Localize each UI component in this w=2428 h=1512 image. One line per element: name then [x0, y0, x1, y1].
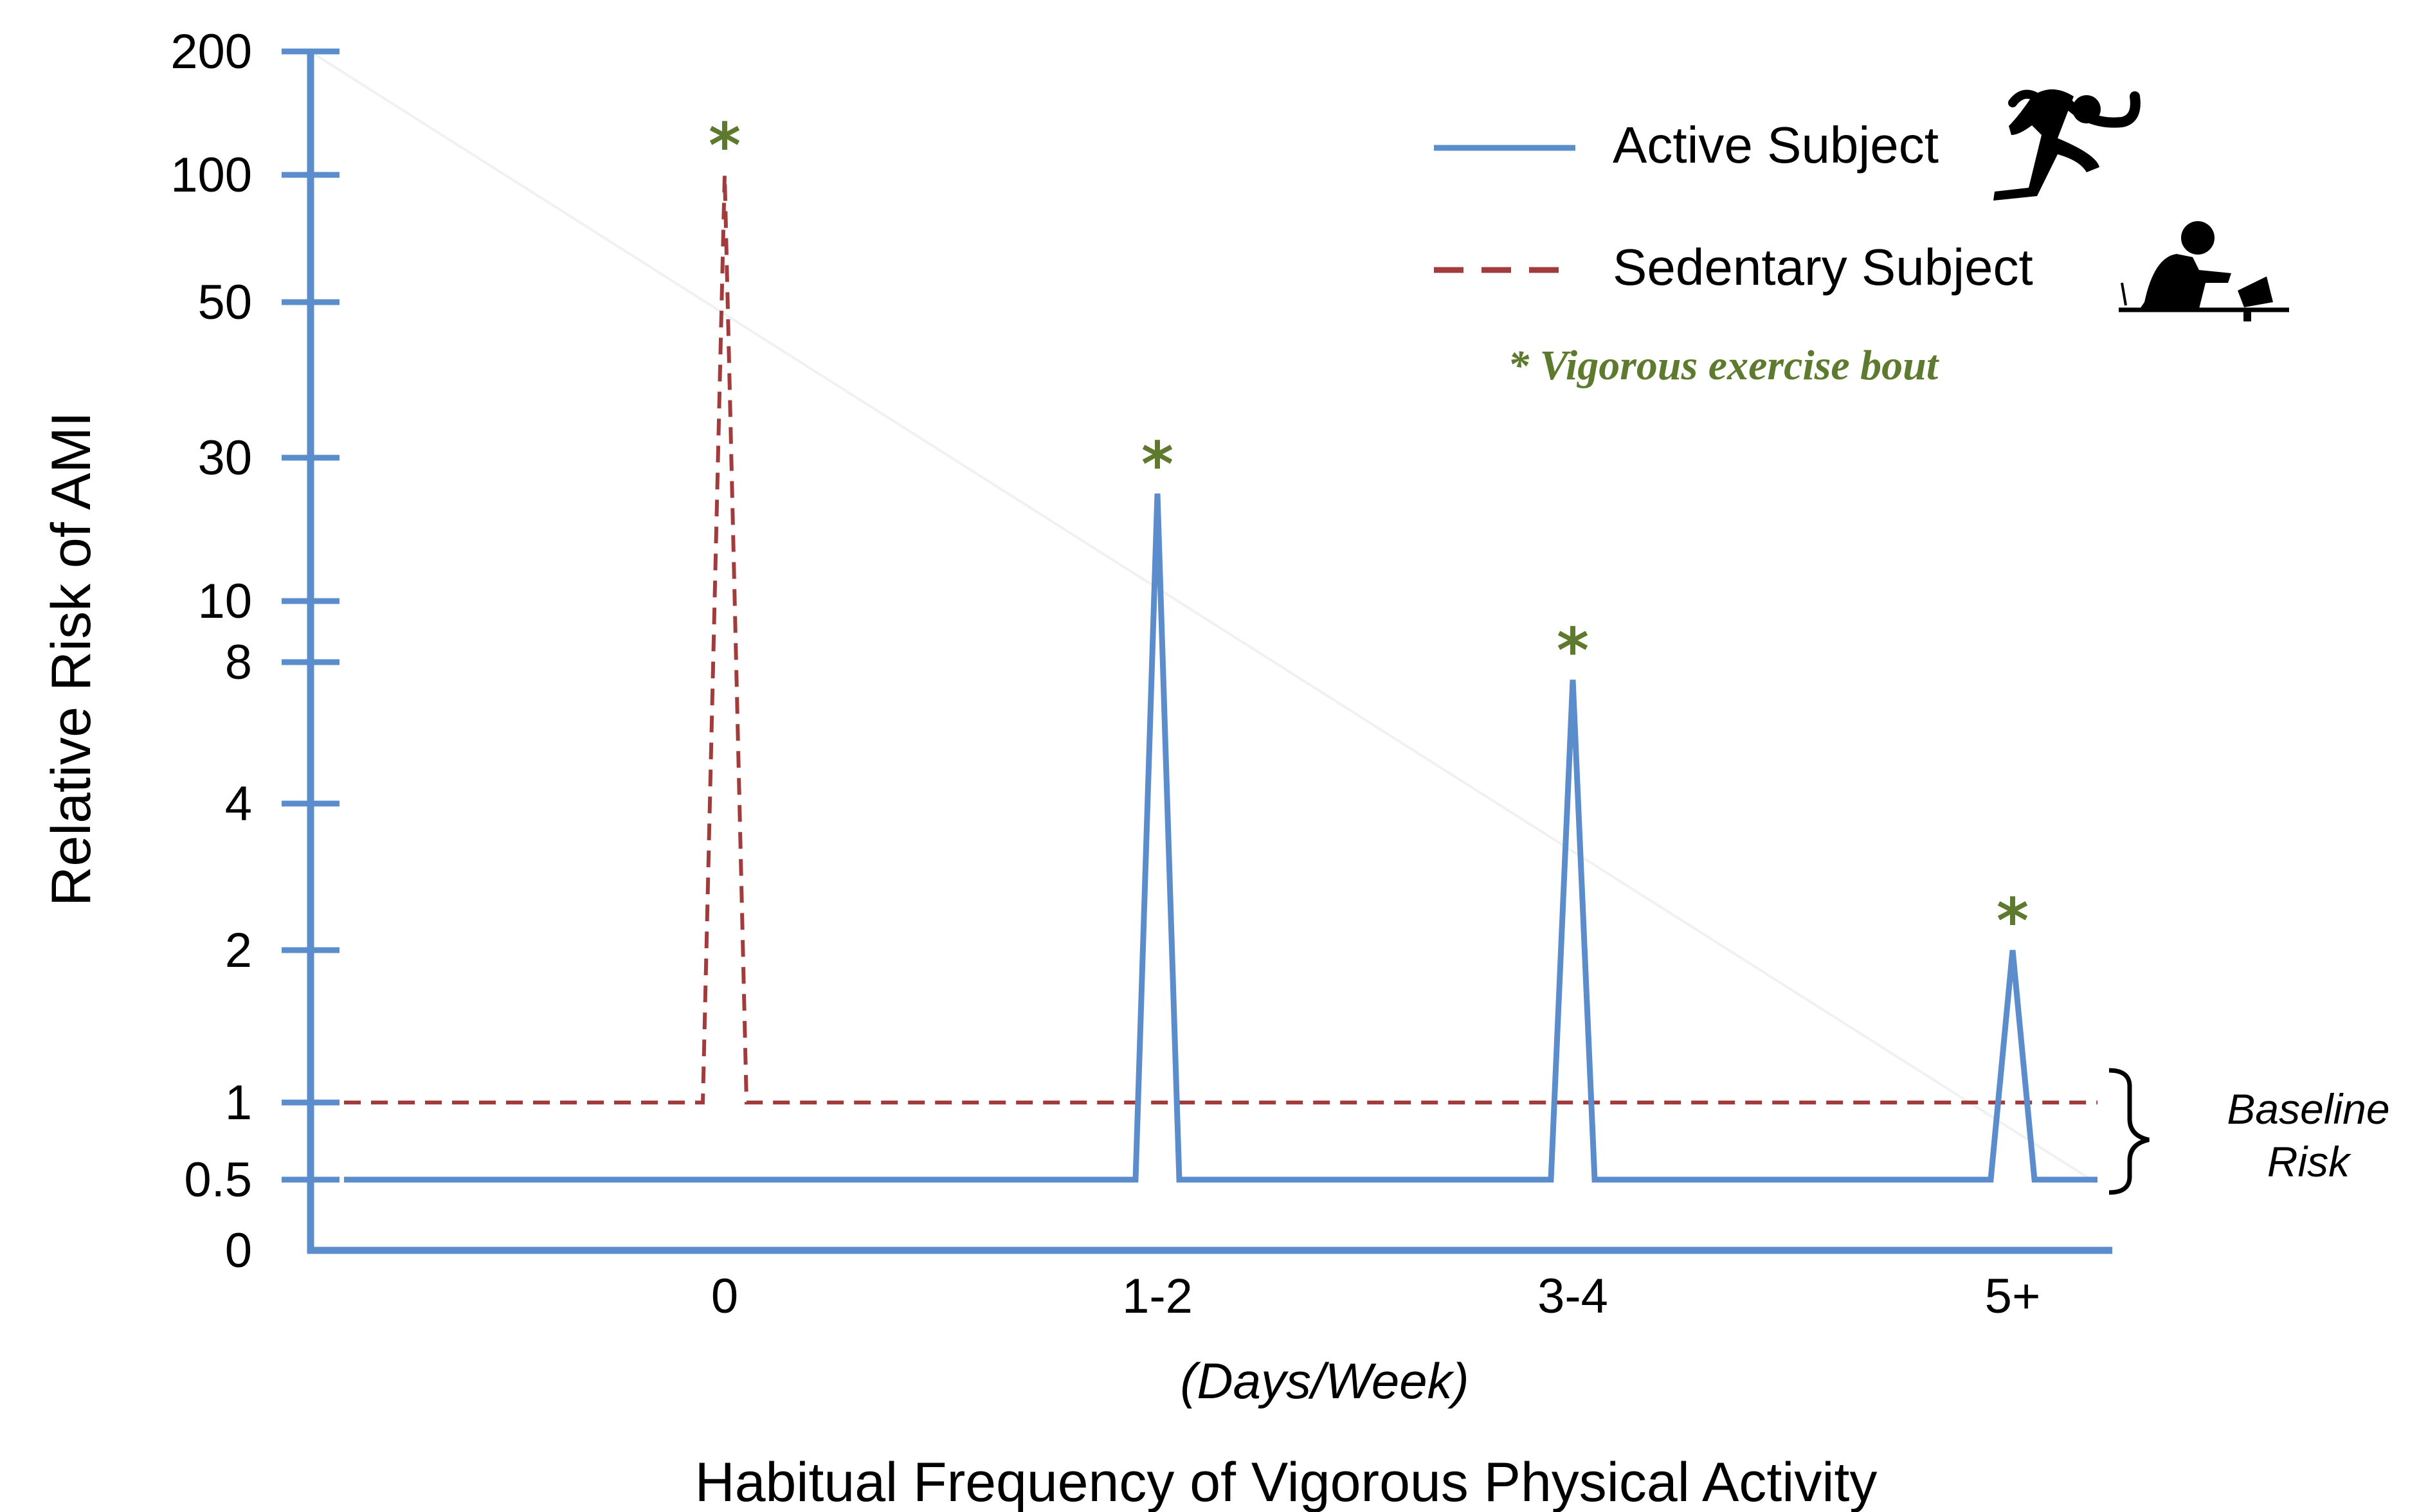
- legend: Active Subject Sedentary Subject * Vigor…: [1434, 89, 2289, 389]
- peak-star-marker: *: [1141, 429, 1173, 501]
- y-tick-layer: 0 0.5 1 2 4 8 10 30 50 100 200: [170, 24, 340, 1278]
- y-tick-label: 100: [170, 148, 252, 203]
- peak-star-marker: *: [709, 110, 741, 182]
- x-tick-label: 3-4: [1537, 1269, 1608, 1324]
- x-tick-layer: 0 1-2 3-4 5+: [711, 1269, 2040, 1324]
- y-tick-label: 0.5: [184, 1153, 252, 1207]
- baseline-risk-bracket: Baseline Risk: [2108, 1068, 2390, 1195]
- x-axis-title: Habitual Frequency of Vigorous Physical …: [695, 1452, 1878, 1512]
- active-series-line: [344, 493, 2097, 1183]
- baseline-risk-label-line2: Risk: [2267, 1138, 2351, 1185]
- series-layer: [344, 174, 2097, 1183]
- legend-active-label: Active Subject: [1613, 116, 1939, 174]
- y-tick-label: 10: [197, 574, 252, 629]
- desk-worker-icon: [2119, 221, 2289, 321]
- y-tick-label: 200: [170, 24, 252, 79]
- y-tick-label: 50: [197, 275, 252, 330]
- axes-layer: [307, 50, 2112, 1254]
- y-tick-label: 8: [225, 635, 252, 690]
- y-tick-label: 2: [225, 923, 252, 978]
- y-tick-label: 4: [225, 777, 252, 831]
- y-tick-label: 30: [197, 431, 252, 485]
- y-tick-label: 1: [225, 1076, 252, 1130]
- x-tick-label: 0: [711, 1269, 738, 1324]
- y-tick-label: 0: [225, 1223, 252, 1278]
- legend-sedentary-label: Sedentary Subject: [1613, 239, 2033, 296]
- x-tick-label: 1-2: [1122, 1269, 1193, 1324]
- peak-marker-layer: * * * *: [709, 110, 2029, 957]
- peak-star-marker: *: [1997, 885, 2029, 957]
- x-tick-label: 5+: [1985, 1269, 2041, 1324]
- background-diagonal: [314, 53, 2097, 1184]
- peak-star-marker: *: [1557, 615, 1589, 687]
- baseline-risk-label-line1: Baseline: [2227, 1085, 2389, 1133]
- y-axis-title: Relative Risk of AMI: [41, 411, 102, 906]
- vigorous-bout-note: * Vigorous exercise bout: [1508, 342, 1939, 389]
- runner-icon: [1993, 89, 2141, 201]
- sedentary-series-line: [344, 174, 2097, 1104]
- x-axis-unit-label: (Days/Week): [1180, 1353, 1469, 1409]
